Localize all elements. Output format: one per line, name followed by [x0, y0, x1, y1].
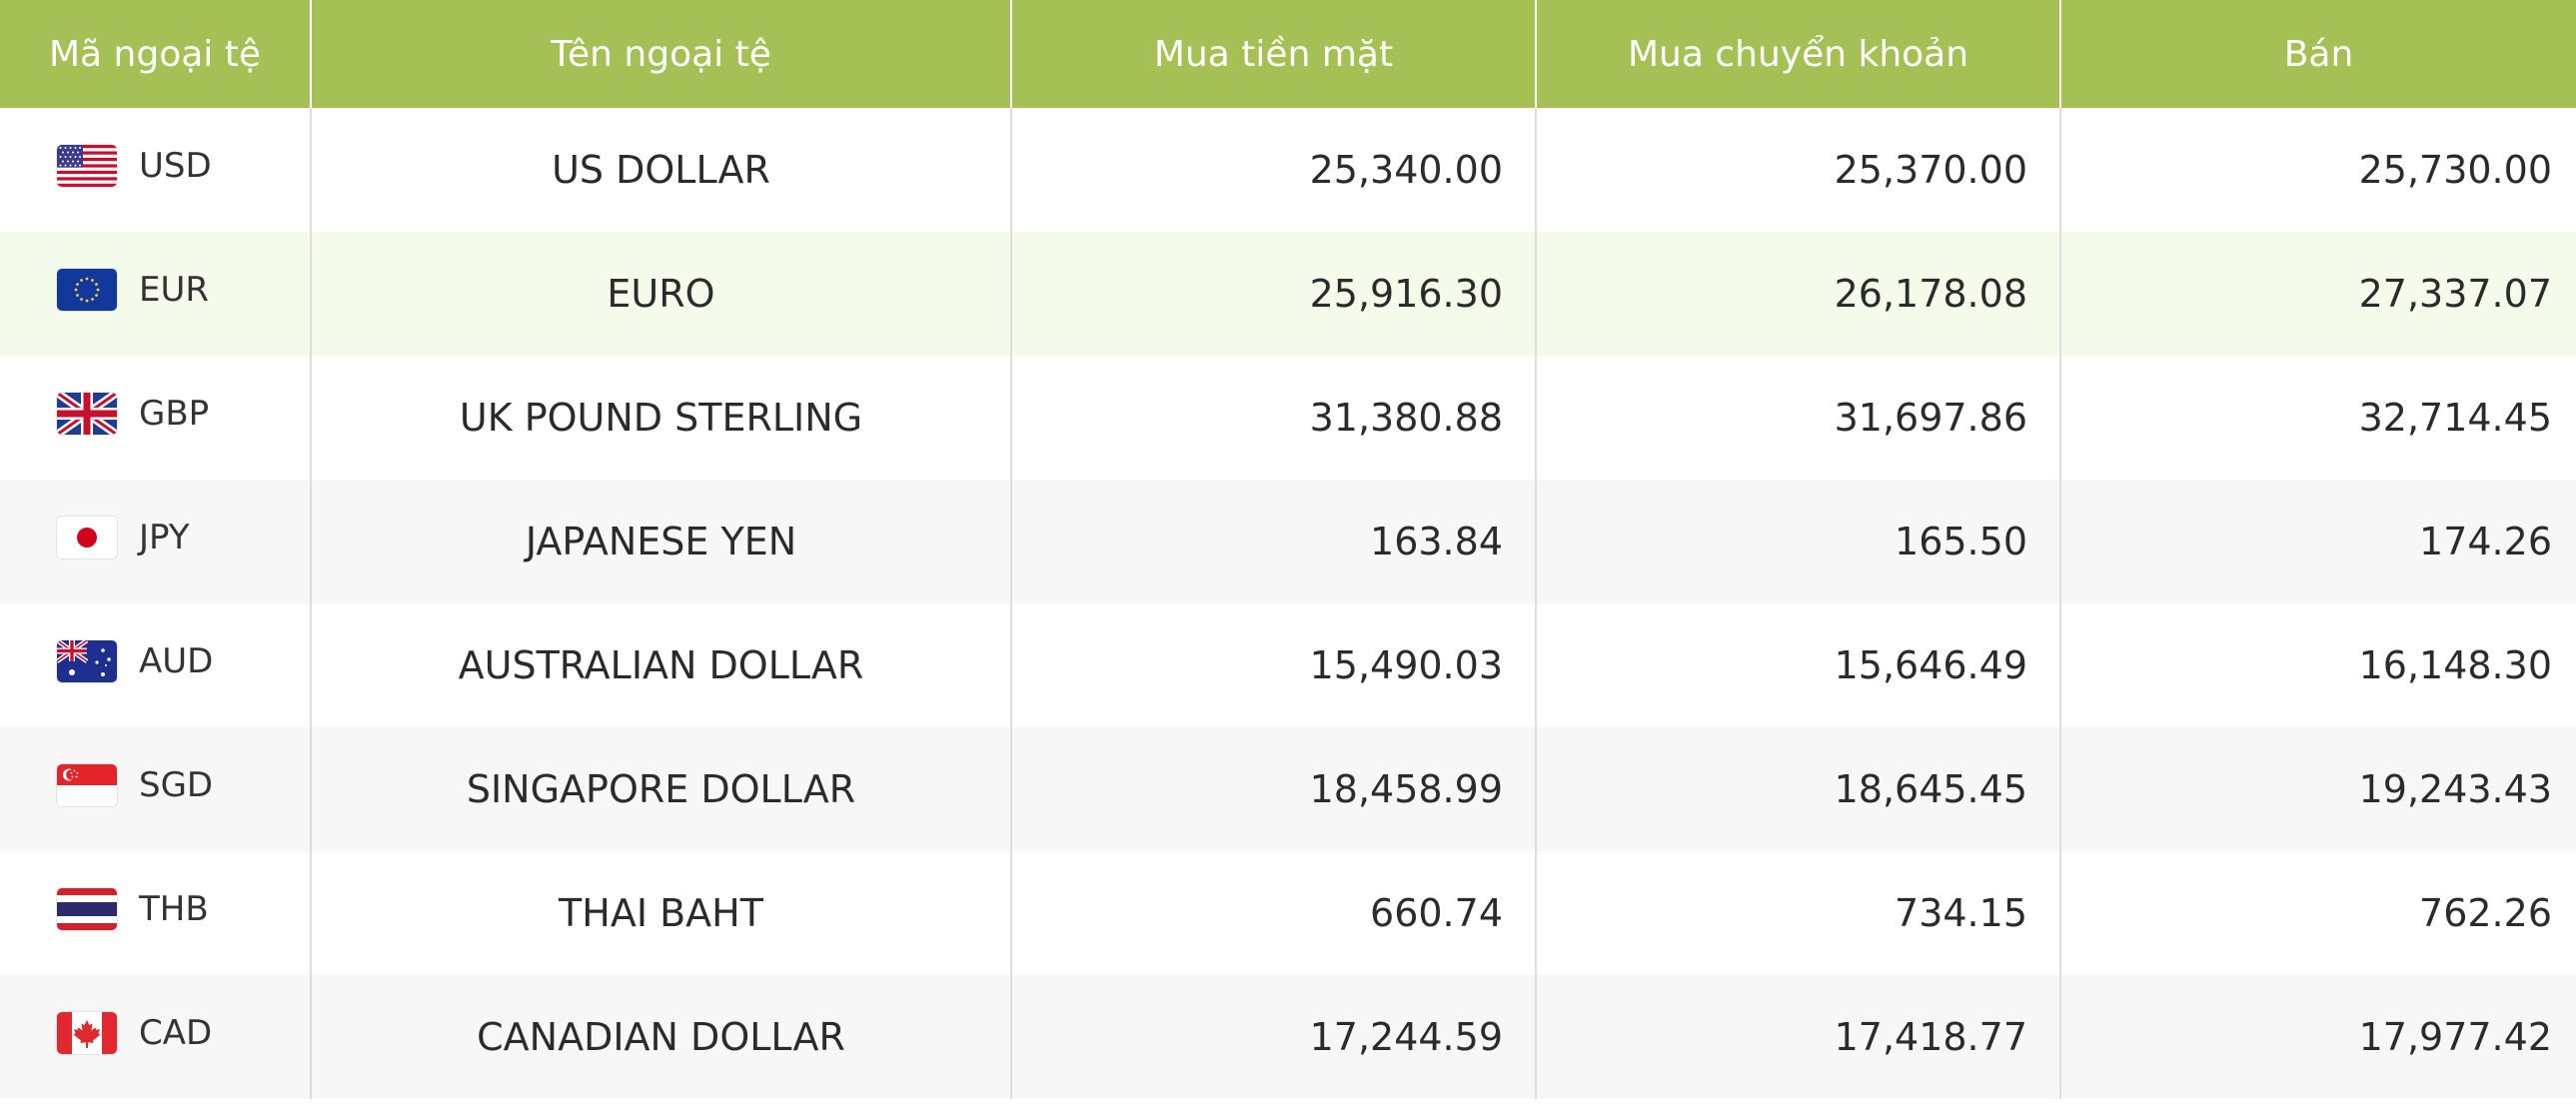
currency-code-cell: GBP	[0, 356, 312, 480]
header-cash-buy: Mua tiền mặt	[1011, 0, 1537, 108]
sell-rate: 25,730.00	[2358, 148, 2552, 192]
cash-buy-rate: 25,916.30	[1011, 232, 1537, 356]
currency-code-cell: USD	[0, 108, 312, 232]
table-header: Mã ngoại tệ Tên ngoại tệ Mua tiền mặt Mu…	[0, 0, 2576, 108]
currency-code-cell: CAD	[0, 975, 312, 1099]
cash-buy-rate: 15,490.03	[1011, 603, 1537, 727]
sell-rate: 27,337.07	[2358, 272, 2552, 316]
header-sell: Bán	[2060, 0, 2576, 108]
eu-flag-icon	[57, 269, 117, 311]
sell-rate: 19,243.43	[2358, 767, 2552, 811]
cash-buy-rate: 17,244.59	[1011, 975, 1537, 1099]
currency-code: THB	[139, 889, 209, 929]
currency-code: CAD	[139, 1013, 213, 1053]
sell-rate: 762.26	[2419, 891, 2552, 935]
currency-name: JAPANESE YEN	[311, 480, 1012, 603]
cash-buy-rate: 31,380.88	[1011, 356, 1537, 480]
table-row: JPY JAPANESE YEN 163.84 165.50 174.26	[0, 480, 2576, 603]
sell-rate: 32,714.45	[2358, 396, 2552, 440]
table-row: USD US DOLLAR 25,340.00 25,370.00 25,730…	[0, 108, 2576, 232]
header-currency-name: Tên ngoại tệ	[311, 0, 1012, 108]
transfer-buy-rate: 17,418.77	[1536, 975, 2061, 1099]
table-body: USD US DOLLAR 25,340.00 25,370.00 25,730…	[0, 108, 2576, 1099]
sell-rate: 174.26	[2419, 520, 2552, 563]
transfer-buy-rate: 18,645.45	[1536, 727, 2061, 851]
uk-flag-icon	[57, 393, 117, 435]
currency-name: CANADIAN DOLLAR	[311, 975, 1012, 1099]
cash-buy-rate: 18,458.99	[1011, 727, 1537, 851]
thailand-flag-icon	[57, 888, 117, 930]
transfer-buy-rate: 31,697.86	[1536, 356, 2061, 480]
currency-code: USD	[139, 146, 212, 186]
table-row: SGD SINGAPORE DOLLAR 18,458.99 18,645.45…	[0, 727, 2576, 851]
cash-buy-rate: 660.74	[1011, 851, 1537, 975]
cash-buy-rate: 163.84	[1011, 480, 1537, 603]
currency-code: GBP	[139, 394, 210, 434]
transfer-buy-rate: 15,646.49	[1536, 603, 2061, 727]
table-row: EUR EURO 25,916.30 26,178.08 27,337.07	[0, 232, 2576, 356]
singapore-flag-icon	[57, 764, 117, 806]
canada-flag-icon	[57, 1012, 117, 1054]
sell-rate: 17,977.42	[2358, 1015, 2552, 1059]
transfer-buy-rate: 734.15	[1536, 851, 2061, 975]
australia-flag-icon	[57, 640, 117, 682]
transfer-buy-rate: 26,178.08	[1536, 232, 2061, 356]
header-currency-code: Mã ngoại tệ	[0, 0, 312, 108]
currency-name: THAI BAHT	[311, 851, 1012, 975]
us-flag-icon	[57, 145, 117, 187]
table-row: CAD CANADIAN DOLLAR 17,244.59 17,418.77 …	[0, 975, 2576, 1099]
currency-name: AUSTRALIAN DOLLAR	[311, 603, 1012, 727]
transfer-buy-rate: 165.50	[1536, 480, 2061, 603]
table-row: AUD AUSTRALIAN DOLLAR 15,490.03 15,646.4…	[0, 603, 2576, 727]
japan-flag-icon	[57, 517, 117, 558]
currency-name: SINGAPORE DOLLAR	[311, 727, 1012, 851]
currency-code-cell: EUR	[0, 232, 312, 356]
currency-code: JPY	[139, 518, 190, 557]
header-transfer-buy: Mua chuyển khoản	[1536, 0, 2061, 108]
currency-code-cell: AUD	[0, 603, 312, 727]
cash-buy-rate: 25,340.00	[1011, 108, 1537, 232]
table-row: THB THAI BAHT 660.74 734.15 762.26	[0, 851, 2576, 975]
currency-name: US DOLLAR	[311, 108, 1012, 232]
currency-code-cell: SGD	[0, 727, 312, 851]
sell-rate: 16,148.30	[2358, 643, 2552, 687]
currency-code-cell: JPY	[0, 480, 312, 603]
currency-code: EUR	[139, 270, 209, 310]
transfer-buy-rate: 25,370.00	[1536, 108, 2061, 232]
currency-code-cell: THB	[0, 851, 312, 975]
currency-name: UK POUND STERLING	[311, 356, 1012, 480]
table-row: GBP UK POUND STERLING 31,380.88 31,697.8…	[0, 356, 2576, 480]
currency-code: SGD	[139, 765, 214, 805]
currency-code: AUD	[139, 641, 214, 681]
currency-name: EURO	[311, 232, 1012, 356]
header-row: Mã ngoại tệ Tên ngoại tệ Mua tiền mặt Mu…	[0, 0, 2576, 108]
